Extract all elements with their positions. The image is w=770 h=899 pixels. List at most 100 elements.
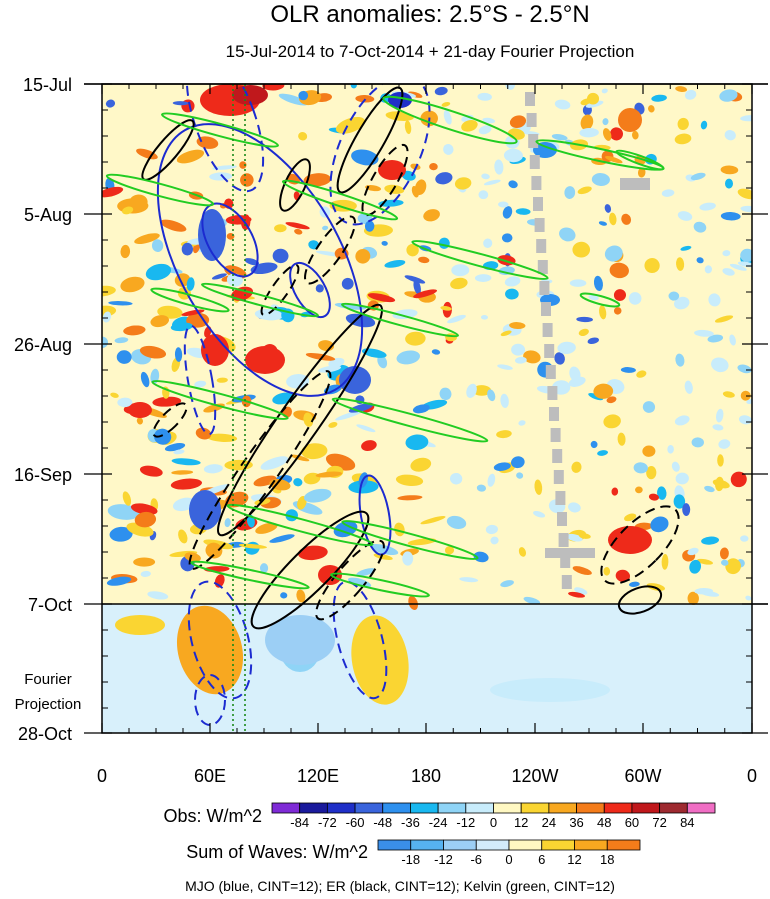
footer-legend: MJO (blue, CINT=12); ER (black, CINT=12)… (185, 878, 615, 894)
colorbar-swatch (382, 802, 411, 814)
anomaly-blob (189, 490, 221, 530)
anomaly-blob (333, 521, 358, 538)
anomaly-blob (603, 414, 621, 429)
anomaly-blob (459, 577, 479, 583)
missing-data-cell (558, 533, 569, 547)
anomaly-blob (388, 92, 412, 108)
colorbar-tick-label: 18 (600, 852, 614, 867)
anomaly-blob (108, 301, 133, 306)
anomaly-blob (443, 110, 452, 125)
anomaly-blob (740, 115, 752, 122)
anomaly-blob (449, 472, 463, 485)
anomaly-blob (472, 385, 492, 396)
anomaly-blob (406, 243, 419, 257)
anomaly-blob (722, 268, 735, 276)
anomaly-blob (740, 535, 749, 542)
wave-contour (183, 324, 217, 436)
anomaly-blob (712, 479, 730, 489)
wave-contour (411, 239, 549, 281)
wave-contour (250, 510, 370, 630)
anomaly-blob (439, 387, 452, 401)
colorbar-tick-label: 6 (538, 852, 545, 867)
anomaly-blob (265, 615, 335, 665)
anomaly-blob (580, 114, 594, 131)
anomaly-blob (704, 485, 715, 493)
anomaly-blob (693, 221, 707, 233)
anomaly-blob (523, 350, 541, 364)
colorbar-tick-label: -12 (456, 815, 475, 830)
anomaly-blob (722, 391, 735, 398)
anomaly-blob (711, 357, 729, 373)
anomaly-blob (269, 534, 295, 543)
colorbar-tick-label: 36 (569, 815, 583, 830)
anomaly-blob (303, 488, 332, 503)
anomaly-blob (240, 173, 254, 187)
anomaly-blob (238, 543, 267, 549)
anomaly-blob (637, 167, 646, 178)
wave-contour (361, 143, 409, 217)
chart-title: OLR anomalies: 2.5°S - 2.5°N (270, 1, 589, 28)
anomaly-blob (296, 589, 306, 603)
anomaly-blob (290, 454, 310, 462)
anomaly-blob (509, 115, 527, 129)
wave-contour (151, 379, 289, 421)
colorbar-tick-label: -18 (401, 852, 420, 867)
anomaly-blob (724, 178, 734, 189)
wave-contour (315, 539, 385, 621)
wave-contour (226, 503, 374, 547)
colorbar-tick-label: 0 (505, 852, 512, 867)
colorbar-swatch (493, 802, 522, 814)
anomaly-blob (518, 547, 527, 557)
anomaly-blob (178, 529, 188, 544)
anomaly-blob (496, 430, 512, 439)
anomaly-blob (674, 133, 692, 145)
anomaly-blob (260, 456, 289, 470)
anomaly-blob (576, 316, 593, 323)
anomaly-blob (604, 245, 623, 262)
anomaly-blob (120, 276, 145, 293)
anomaly-blob (593, 383, 614, 399)
anomaly-blob (602, 118, 609, 126)
anomaly-blob (503, 148, 523, 163)
anomaly-blob (153, 428, 172, 445)
missing-data-cell (620, 178, 650, 190)
anomaly-blob (515, 208, 531, 215)
anomaly-blob (186, 277, 195, 291)
colorbar-swatch (475, 839, 510, 851)
missing-data-cell (534, 218, 545, 232)
x-tick-label: 120E (297, 766, 339, 786)
anomaly-blob (404, 120, 412, 135)
anomaly-blob (694, 329, 714, 337)
anomaly-blob (648, 105, 655, 113)
anomaly-blob (601, 88, 608, 94)
anomaly-blob (303, 412, 314, 427)
anomaly-blob (356, 424, 376, 433)
anomaly-blob (301, 443, 328, 460)
anomaly-blob (483, 179, 501, 186)
anomaly-blob (408, 595, 418, 610)
anomaly-blob (370, 544, 399, 556)
anomaly-blob (450, 277, 468, 290)
anomaly-blob (206, 433, 238, 442)
colorbar-swatch (410, 839, 444, 851)
colorbar-tick-label: 0 (490, 815, 497, 830)
anomaly-blob (650, 516, 669, 533)
missing-data-cell (528, 134, 539, 148)
missing-data-cell (525, 92, 535, 106)
anomaly-blob (578, 328, 589, 337)
anomaly-blob (624, 513, 637, 522)
anomaly-blob (176, 605, 244, 695)
anomaly-blob (444, 545, 455, 555)
wave-contour (161, 112, 279, 148)
anomaly-blob (740, 248, 752, 262)
anomaly-blob (297, 545, 328, 561)
anomaly-blob (355, 248, 371, 264)
anomaly-blob (136, 417, 143, 425)
anomaly-blob (440, 306, 452, 311)
anomaly-blob (518, 420, 526, 426)
anomaly-blob (485, 524, 498, 535)
anomaly-blob (420, 516, 446, 525)
anomaly-blob (328, 421, 338, 428)
anomaly-blob (588, 392, 604, 401)
anomaly-blob (684, 380, 693, 394)
